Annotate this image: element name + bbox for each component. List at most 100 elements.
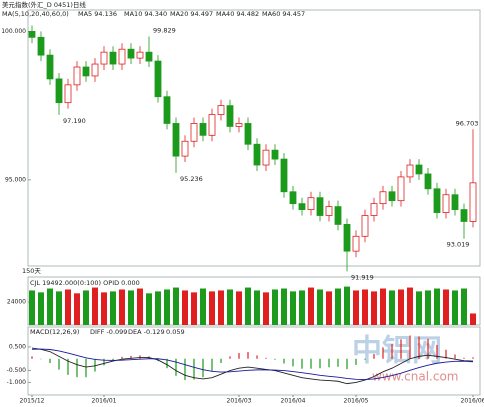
annotation: 91.919 bbox=[351, 273, 374, 281]
candle-body bbox=[424, 173, 432, 190]
candle-body bbox=[415, 164, 423, 175]
legend-item: MA10 94.340 bbox=[124, 10, 167, 18]
volume-bar bbox=[344, 286, 350, 325]
legend-item: MA5 94.136 bbox=[78, 10, 117, 18]
volume-bar bbox=[299, 290, 305, 325]
candle-body bbox=[163, 96, 171, 124]
x-tick-label: 2016/04 bbox=[281, 398, 306, 405]
candle-body bbox=[325, 206, 333, 216]
candle-body bbox=[118, 48, 126, 65]
candle-body bbox=[226, 105, 234, 127]
macd-readout: DEA -0.129 bbox=[128, 328, 165, 336]
candle-body bbox=[406, 164, 414, 178]
candle-body bbox=[352, 235, 360, 252]
candle-body bbox=[145, 51, 153, 62]
candle-body bbox=[154, 60, 162, 98]
candle-body bbox=[379, 191, 387, 205]
volume-bar bbox=[371, 291, 377, 325]
y-tick-label: 100.000 bbox=[1, 28, 26, 35]
y-tick-label: 95.000 bbox=[5, 176, 26, 183]
candle-body bbox=[388, 191, 396, 202]
volume-bar bbox=[389, 290, 395, 325]
legend-item: MA20 94.497 bbox=[170, 10, 213, 18]
ma-title: MA(5,10,20,40,60,0) bbox=[2, 10, 69, 18]
volume-bar bbox=[308, 287, 314, 325]
candle-body bbox=[64, 84, 72, 104]
candle-body bbox=[397, 176, 405, 202]
volume-bar bbox=[137, 288, 143, 325]
volume-bar bbox=[362, 289, 368, 325]
macd-title: MACD(12,26,9) bbox=[30, 328, 79, 336]
candle-body bbox=[280, 158, 288, 193]
annotation: 99.829 bbox=[153, 26, 176, 34]
volume-title: CJL 19492.000(0:100) OPID 0.000 bbox=[30, 279, 140, 287]
candle-body bbox=[235, 123, 243, 127]
candle-body bbox=[37, 36, 45, 56]
y-tick-label: 24000 bbox=[7, 298, 26, 305]
candle-body bbox=[28, 30, 36, 38]
volume-bar bbox=[92, 287, 98, 325]
x-tick-label: 2016/05 bbox=[344, 398, 369, 405]
volume-bar bbox=[29, 290, 35, 325]
annotation: 95.236 bbox=[180, 175, 203, 183]
volume-bar bbox=[218, 290, 224, 325]
watermark-url: www.cnal.com bbox=[372, 370, 459, 384]
annotation: 93.019 bbox=[447, 241, 470, 249]
volume-bar bbox=[173, 287, 179, 325]
candle-body bbox=[298, 203, 306, 210]
volume-bar bbox=[398, 289, 404, 325]
x-tick-label: 2016/01 bbox=[92, 398, 117, 405]
candle-body bbox=[442, 194, 450, 213]
volume-bar bbox=[461, 288, 467, 325]
volume-bar bbox=[425, 290, 431, 325]
volume-bar bbox=[452, 290, 458, 325]
volume-bar bbox=[191, 292, 197, 325]
volume-bar bbox=[236, 291, 242, 325]
volume-bar bbox=[353, 290, 359, 325]
candle-body bbox=[91, 63, 99, 77]
price-title: 美元指数(外汇_D 0451)日线 bbox=[2, 0, 86, 9]
candle-body bbox=[343, 224, 351, 252]
x-tick-label: 2015/12 bbox=[20, 398, 45, 405]
candle-body bbox=[334, 206, 342, 225]
y-tick-label: -1.000 bbox=[7, 379, 27, 386]
candle-body bbox=[460, 209, 468, 222]
volume-bar bbox=[245, 287, 251, 325]
volume-bar bbox=[200, 288, 206, 325]
macd-line bbox=[31, 347, 474, 385]
volume-bar bbox=[443, 289, 449, 325]
watermark-logo: 中铝网 bbox=[352, 334, 442, 369]
candle-body bbox=[289, 191, 297, 205]
volume-bar bbox=[290, 291, 296, 325]
candle-body bbox=[46, 54, 54, 80]
volume-bar bbox=[119, 289, 125, 325]
candle-body bbox=[208, 114, 216, 136]
candle-body bbox=[127, 48, 135, 59]
volume-bar bbox=[272, 289, 278, 325]
period-label: 150天 bbox=[22, 267, 41, 275]
candle-body bbox=[199, 123, 207, 136]
volume-bar bbox=[128, 290, 134, 325]
candle-body bbox=[451, 194, 459, 210]
macd-readout: DIFF -0.099 bbox=[90, 328, 127, 336]
volume-bar bbox=[74, 293, 80, 325]
candle-body bbox=[253, 143, 261, 166]
volume-bar bbox=[209, 291, 215, 325]
candle-body bbox=[271, 149, 279, 160]
candle-body bbox=[73, 66, 81, 86]
candle-body bbox=[190, 123, 198, 142]
volume-bar bbox=[263, 292, 269, 325]
candle-body bbox=[370, 203, 378, 216]
volume-bar bbox=[110, 291, 116, 325]
volume-bar bbox=[65, 289, 71, 325]
price-panel bbox=[27, 9, 481, 267]
candle-body bbox=[262, 149, 270, 166]
annotation: 97.190 bbox=[63, 117, 86, 125]
volume-bar bbox=[317, 289, 323, 325]
candle-body bbox=[361, 215, 369, 237]
candle-body bbox=[244, 123, 252, 145]
y-tick-label: 0.500 bbox=[9, 343, 26, 350]
volume-bar bbox=[434, 288, 440, 325]
